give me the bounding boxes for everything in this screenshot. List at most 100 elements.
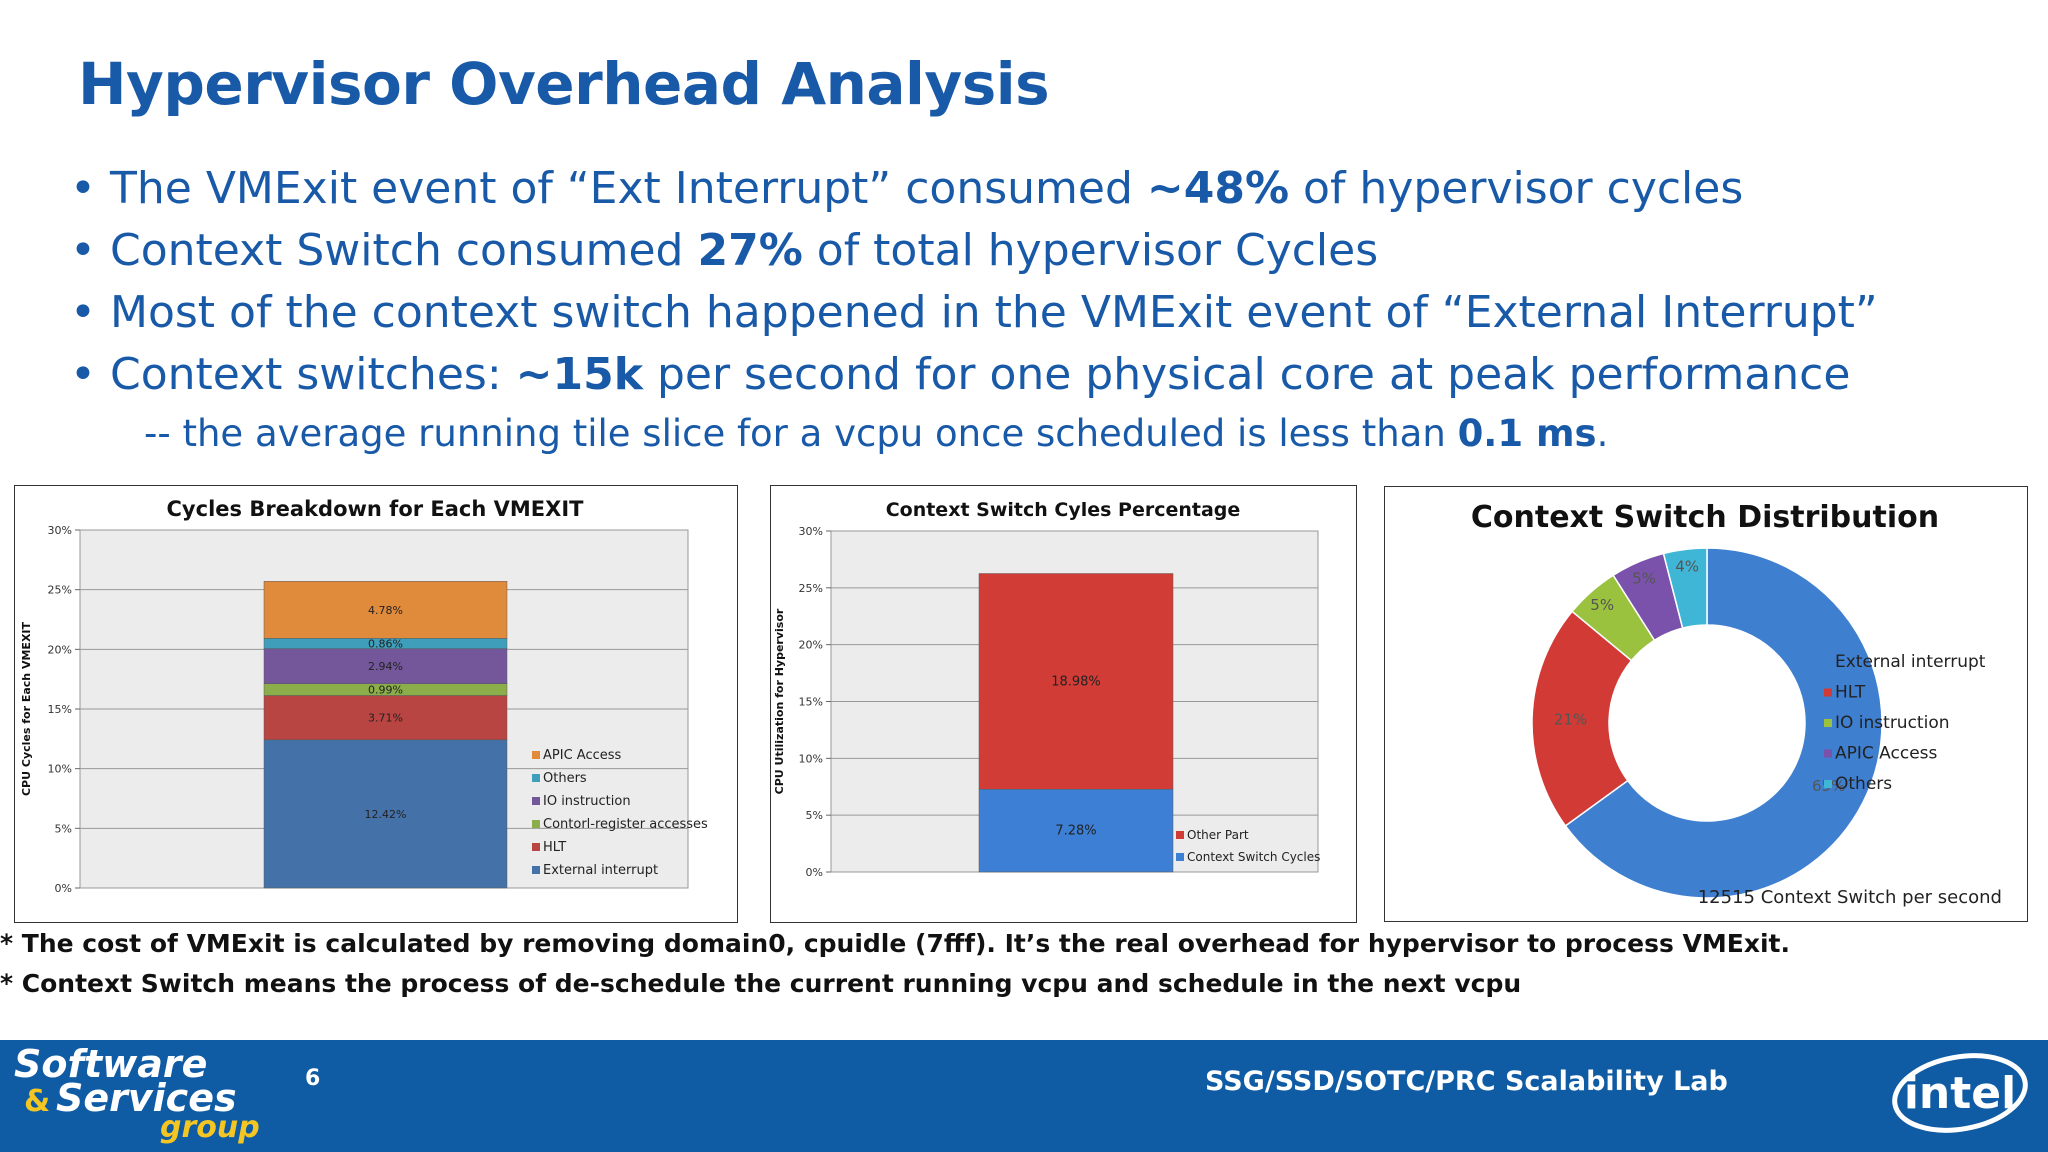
legend-swatch [1824, 780, 1832, 788]
data-label: 18.98% [1051, 674, 1101, 689]
chart-title: Cycles Breakdown for Each VMEXIT [167, 497, 585, 521]
bullet-text: per second for one physical core at peak… [642, 349, 1851, 400]
bullet-item: • Context Switch consumed 27% of total hy… [70, 220, 1878, 282]
chart-note: 12515 Context Switch per second [1698, 887, 2002, 908]
bullet-dot-icon: • [70, 225, 96, 276]
legend-swatch [1824, 658, 1832, 666]
legend-label: External interrupt [543, 863, 658, 878]
data-label: 0.86% [368, 637, 403, 650]
context-switch-cycles-chart-panel: 0% 5% 10% 15% 20% 25% 30% Context Switch Cyles … [770, 485, 1357, 923]
y-tick-label: 15% [799, 696, 823, 709]
data-label: 4% [1675, 558, 1699, 576]
legend-label: IO instruction [1835, 713, 1950, 733]
y-tick-label: 30% [799, 525, 823, 538]
y-tick-label: 15% [48, 703, 72, 716]
legend-swatch [1824, 719, 1832, 727]
y-tick-label: 0% [806, 866, 823, 879]
donut-slice [1564, 547, 1883, 899]
y-axis-label: CPU Cycles for Each VMEXIT [20, 621, 33, 796]
data-label: 3.71% [368, 712, 403, 725]
sub-bullet-emphasis: 0.1 ms [1457, 412, 1597, 455]
data-label: 4.78% [368, 604, 403, 617]
bullet-item: • Most of the context switch happened in … [70, 282, 1878, 344]
bullet-emphasis: ~15k [515, 349, 643, 400]
legend-label: Others [543, 771, 587, 786]
donut-slice [1662, 547, 1708, 629]
y-tick-label: 10% [48, 763, 72, 776]
legend-label: Others [1835, 774, 1892, 794]
legend-swatch [532, 797, 540, 805]
bar-segment [263, 695, 508, 741]
bullet-dot-icon: • [70, 163, 96, 214]
ssg-logo-text: group [160, 1110, 260, 1145]
y-tick-label: 20% [799, 639, 823, 652]
context-switch-distribution-chart-panel: Context Switch Distribution65%21%5%5%4%E… [1384, 486, 2028, 922]
bullet-item: • The VMExit event of “Ext Interrupt” con… [70, 158, 1878, 220]
sub-bullet-text: . [1596, 412, 1609, 455]
footnote: * Context Switch means the process of de… [0, 969, 1522, 998]
legend-swatch [532, 820, 540, 828]
ssg-logo-text: Software [14, 1042, 208, 1086]
legend-label: Contorl-register accesses [543, 817, 708, 832]
y-tick-label: 20% [48, 643, 72, 656]
legend-label: Context Switch Cycles [1187, 850, 1320, 864]
legend-label: APIC Access [1835, 744, 1938, 764]
footnote: * The cost of VMExit is calculated by re… [0, 929, 1790, 958]
data-label: 0.99% [368, 684, 403, 697]
bullet-text: Context switches: [110, 349, 516, 400]
data-label: 5% [1632, 570, 1656, 588]
y-tick-label: 25% [799, 582, 823, 595]
legend-label: APIC Access [543, 748, 622, 763]
legend-label: HLT [543, 840, 566, 855]
legend-swatch [532, 774, 540, 782]
intel-logo-text: intel [1904, 1068, 2016, 1119]
legend-swatch [1176, 831, 1184, 839]
bullet-dot-icon: • [70, 349, 96, 400]
footnotes: * The cost of VMExit is calculated by re… [0, 924, 1790, 1004]
y-tick-label: 5% [806, 809, 823, 822]
y-axis-label: CPU Utilization for Hypervisor [773, 608, 786, 794]
y-tick-label: 5% [55, 822, 72, 835]
bullet-text: The VMExit event of “Ext Interrupt” cons… [110, 163, 1147, 214]
chart-title: Context Switch Cyles Percentage [886, 499, 1241, 521]
bullet-item: • Context switches: ~15k per second for o… [70, 344, 1878, 406]
legend-swatch [1824, 749, 1832, 758]
footer-bar [0, 1040, 2048, 1152]
lab-name: SSG/SSD/SOTC/PRC Scalability Lab [1205, 1066, 1728, 1097]
intel-logo-icon: intel [1892, 1053, 2028, 1133]
legend-swatch [1824, 688, 1832, 697]
bullet-text: of hypervisor cycles [1289, 163, 1744, 214]
context-switch-cycles-chart: 0% 5% 10% 15% 20% 25% 30% Context Switch Cyles … [773, 499, 1320, 879]
bar-segment [263, 581, 508, 639]
page-title: Hypervisor Overhead Analysis [78, 50, 1050, 118]
y-tick-label: 25% [48, 584, 72, 597]
bullet-list: • The VMExit event of “Ext Interrupt” con… [70, 158, 1878, 406]
legend-swatch [1176, 853, 1184, 861]
y-tick-label: 10% [799, 752, 823, 765]
data-label: 5% [1590, 596, 1614, 614]
legend-swatch [532, 866, 540, 874]
y-tick-label: 30% [48, 524, 72, 537]
context-switch-distribution-chart: Context Switch Distribution65%21%5%5%4%E… [1471, 500, 2002, 908]
chart-title: Context Switch Distribution [1471, 500, 1939, 535]
legend-label: Other Part [1187, 828, 1249, 842]
ssg-logo-ampersand: & [24, 1084, 51, 1119]
data-label: 12.42% [365, 808, 407, 821]
bar-segment [263, 648, 508, 684]
cycles-breakdown-chart-panel: 0% 5% 10% 15% 20% 25% 30% Cycles Breakdown for … [14, 485, 738, 923]
bullet-emphasis: 27% [697, 225, 803, 276]
y-tick-label: 0% [55, 882, 72, 895]
legend-label: External interrupt [1835, 652, 1986, 672]
legend-swatch [532, 751, 540, 759]
bullet-text: Context Switch consumed [110, 225, 698, 276]
donut-slice [1531, 610, 1633, 827]
legend-label: IO instruction [543, 794, 631, 809]
legend-label: HLT [1835, 683, 1866, 703]
page-number: 6 [305, 1066, 321, 1091]
data-label: 21% [1554, 711, 1587, 729]
bar-segment [978, 789, 1174, 873]
bullet-text: of total hypervisor Cycles [802, 225, 1379, 276]
sub-bullet: -- the average running tile slice for a … [144, 412, 1608, 455]
cycles-breakdown-chart: 0% 5% 10% 15% 20% 25% 30% Cycles Breakdown for … [20, 497, 708, 895]
bullet-dot-icon: • [70, 287, 96, 338]
